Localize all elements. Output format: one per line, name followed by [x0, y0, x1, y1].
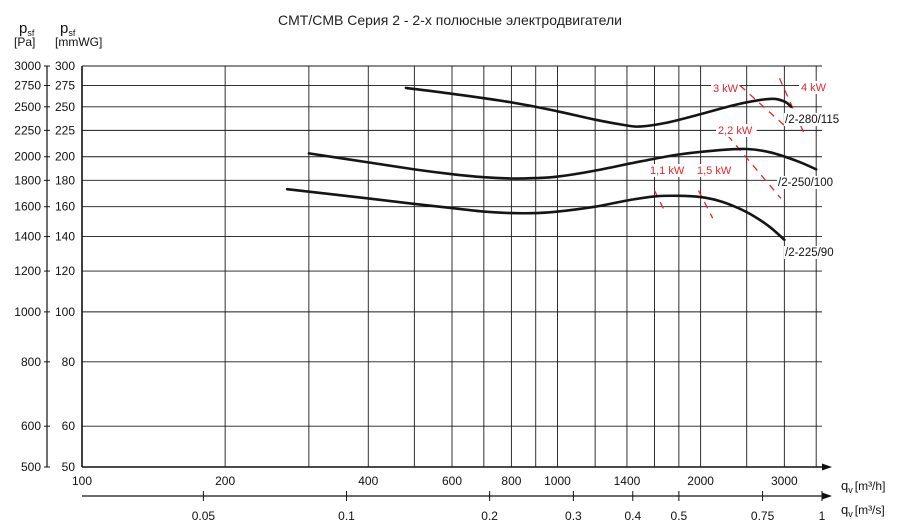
power-line — [778, 78, 807, 138]
chart-title: CMT/CMB Серия 2 - 2-х полюсные электродв… — [278, 12, 622, 28]
y-tick-label-pa: 3000 — [14, 59, 41, 73]
power-line-label-bg — [799, 81, 828, 94]
power-line-label: 2,2 kW — [718, 125, 753, 137]
y-tick-label-pa: 1400 — [14, 230, 41, 244]
y-tick-label-mmwg: 100 — [55, 305, 75, 319]
x-axis-arrow-m3s — [822, 492, 832, 500]
curve-label: /2-225/90 — [785, 247, 834, 259]
curve-label-bg — [784, 246, 840, 259]
x-tick-label-m3h: 1400 — [614, 474, 641, 488]
power-line — [727, 134, 782, 199]
power-line-label-bg — [695, 164, 736, 177]
y-tick-label-pa: 1600 — [14, 200, 41, 214]
y-unit-mmwg: [mmWG] — [55, 35, 102, 49]
power-line-label-bg — [648, 164, 689, 177]
y-tick-label-mmwg: 120 — [55, 264, 75, 278]
x-tick-label-m3s: 1 — [819, 509, 826, 523]
y-tick-label-mmwg: 275 — [55, 78, 75, 92]
y-tick-label-pa: 600 — [21, 419, 41, 433]
fan-curve-2-225-90 — [285, 187, 786, 242]
power-line-label: 3 kW — [713, 83, 739, 95]
y-tick-label-mmwg: 50 — [62, 460, 76, 474]
curve-label: /2-250/100 — [778, 177, 833, 189]
y-tick-label-mmwg: 160 — [55, 200, 75, 214]
y-tick-label-mmwg: 180 — [55, 173, 75, 187]
y-label-pa: psf — [19, 20, 35, 38]
fan-curve-2-250-100 — [307, 147, 818, 180]
curve-label-bg — [784, 113, 846, 126]
x-tick-label-m3h: 100 — [72, 474, 92, 488]
x-tick-label-m3s: 0.4 — [624, 509, 641, 523]
x-tick-label-m3h: 2000 — [687, 474, 714, 488]
x-axis-arrow-m3h — [822, 463, 832, 471]
motor-power-lines: 1,1 kW 1,5 kW 2,2 kW 3 kW 4 kW — [648, 78, 828, 219]
y-tick-label-pa: 1000 — [14, 305, 41, 319]
curve-label-bg — [777, 176, 839, 189]
x-tick-label-m3h: 600 — [442, 474, 462, 488]
x-tick-label-m3s: 0.5 — [671, 509, 688, 523]
power-line — [653, 190, 667, 215]
fan-curves: /2-280/115/2-250/100/2-225/90 — [285, 86, 846, 259]
power-line-label: 1,5 kW — [697, 165, 732, 177]
x-tick-label-m3h: 1000 — [544, 474, 571, 488]
x-label-m3h: qv [m³/h] — [841, 478, 885, 495]
y-tick-label-mmwg: 140 — [55, 230, 75, 244]
y-tick-label-pa: 2750 — [14, 78, 41, 92]
y-tick-label-mmwg: 80 — [62, 355, 76, 369]
x-label-m3s: qv [m³/s] — [841, 502, 885, 519]
y-tick-label-mmwg: 300 — [55, 59, 75, 73]
x-tick-label-m3h: 3000 — [771, 474, 798, 488]
power-line-label-bg — [711, 82, 740, 95]
y-unit-pa: [Pa] — [14, 35, 35, 49]
power-line-label-bg — [716, 124, 757, 137]
x-tick-label-m3s: 0.3 — [565, 509, 582, 523]
power-line-label: 4 kW — [801, 82, 827, 94]
y-tick-label-pa: 500 — [21, 460, 41, 474]
y-tick-label-pa: 2250 — [14, 123, 41, 137]
x-tick-label-m3s: 0.75 — [751, 509, 775, 523]
x-tick-label-m3h: 400 — [358, 474, 378, 488]
x-tick-label-m3h: 200 — [215, 474, 235, 488]
x-tick-label-m3s: 0.05 — [192, 509, 216, 523]
curve-label: /2-280/115 — [785, 114, 839, 126]
x-tick-label-m3h: 800 — [501, 474, 521, 488]
y-label-mmwg: psf — [60, 20, 76, 38]
y-tick-label-pa: 2500 — [14, 100, 41, 114]
y-tick-label-mmwg: 225 — [55, 123, 75, 137]
x-tick-label-m3s: 0.2 — [481, 509, 498, 523]
y-tick-label-pa: 800 — [21, 355, 41, 369]
fan-curve-2-280-115 — [404, 86, 793, 128]
power-line-label: 1,1 kW — [650, 165, 685, 177]
power-line — [739, 84, 785, 126]
y-tick-label-pa: 2000 — [14, 150, 41, 164]
y-tick-label-pa: 1800 — [14, 173, 41, 187]
y-tick-label-mmwg: 200 — [55, 150, 75, 164]
x-tick-label-m3s: 0.1 — [338, 509, 355, 523]
y-tick-label-mmwg: 250 — [55, 100, 75, 114]
axes: 100 200 400 600 800 1000 1400 2000 3000 50 60 80 100… — [14, 59, 832, 523]
grid — [81, 65, 822, 468]
power-line — [697, 190, 714, 219]
y-tick-label-pa: 1200 — [14, 264, 41, 278]
y-tick-label-mmwg: 60 — [62, 419, 76, 433]
